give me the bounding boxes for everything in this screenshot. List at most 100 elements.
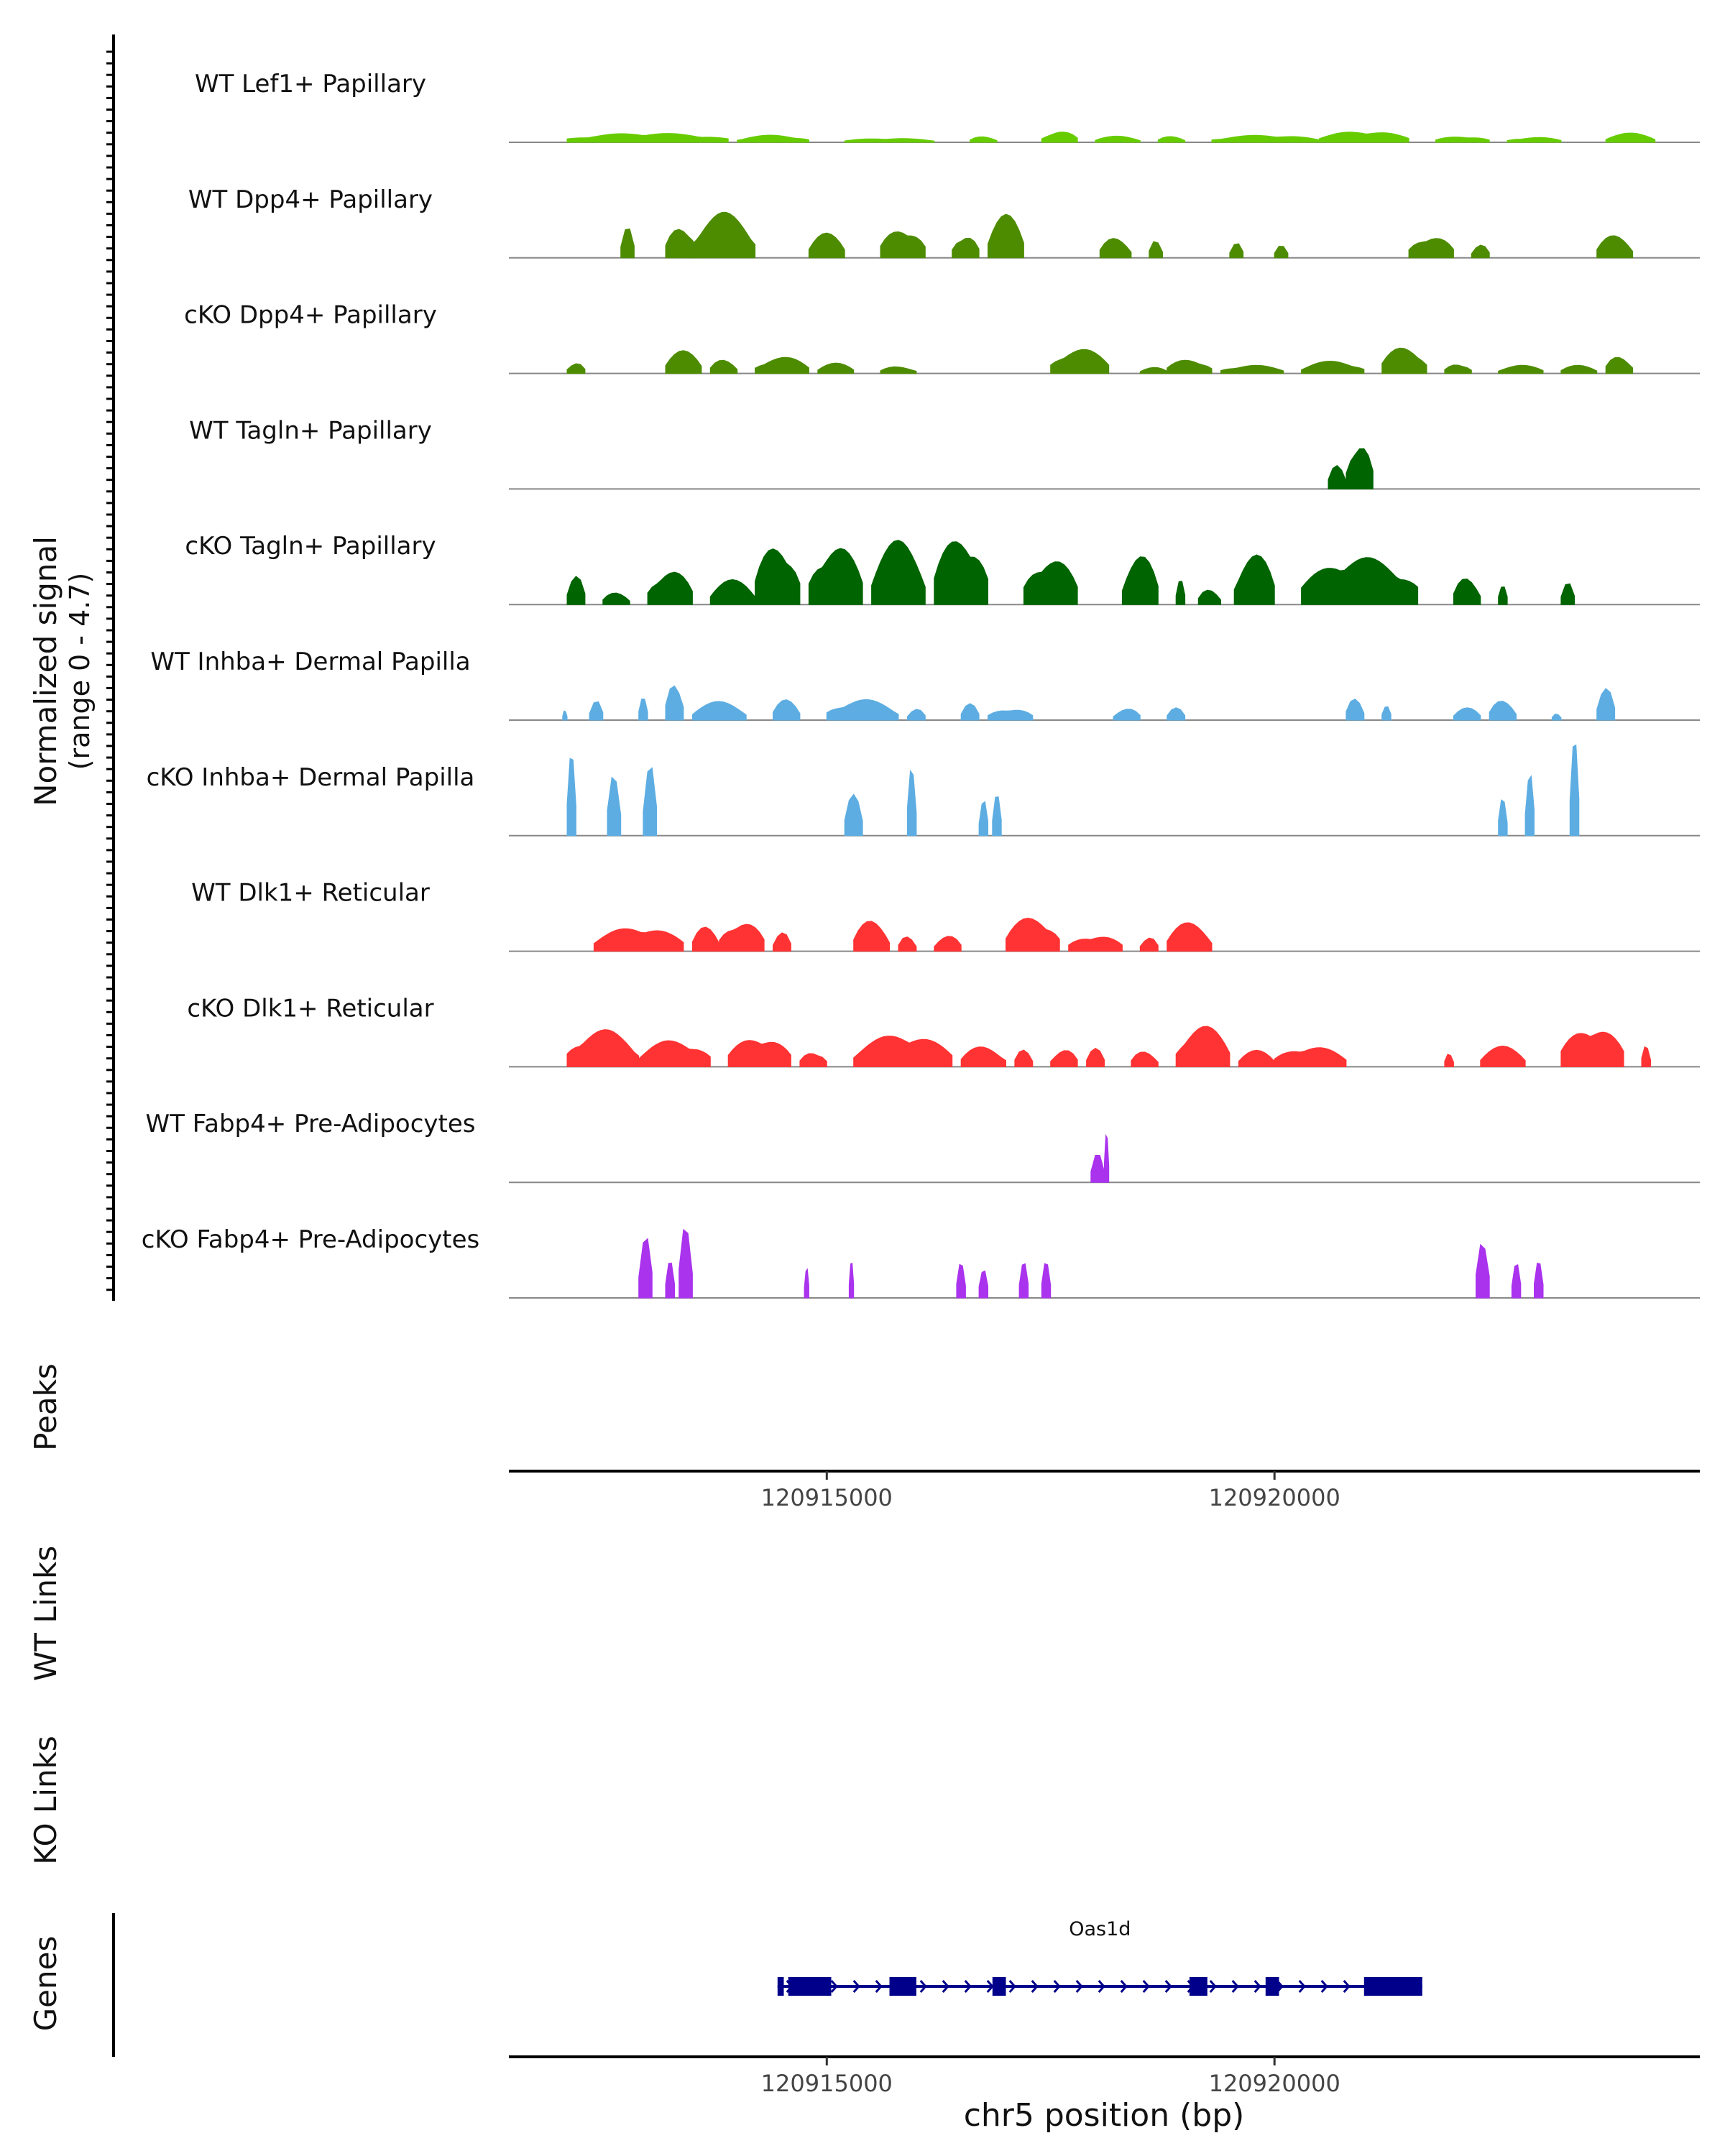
- coverage-peak: [952, 237, 980, 259]
- coverage-peak: [665, 350, 702, 374]
- coverage-peak: [1090, 1155, 1105, 1183]
- coverage-peak: [880, 366, 917, 374]
- coverage-peak: [1167, 359, 1213, 374]
- coverage-peak: [1346, 448, 1374, 489]
- coverage-peak: [1596, 235, 1634, 259]
- strand-arrow: [919, 1980, 927, 1993]
- coverage-peak: [808, 548, 863, 605]
- y-axis-label: Normalized signal: [28, 536, 63, 806]
- coverage-peak: [956, 1263, 966, 1299]
- x-tick-label: 120915000: [761, 1484, 893, 1511]
- coverage-peak: [848, 1262, 855, 1299]
- strand-arrow: [1254, 1980, 1261, 1993]
- coverage-peak: [1560, 364, 1598, 374]
- coverage-peak: [709, 359, 738, 374]
- coverage-peak: [1476, 1243, 1490, 1299]
- coverage-peak: [1274, 246, 1289, 259]
- coverage-peak: [589, 701, 604, 721]
- coverage-peak: [898, 936, 917, 952]
- coverage-peak: [1167, 922, 1213, 952]
- track: WT Dlk1+ Reticular: [191, 879, 1700, 952]
- coverage-peak: [1498, 586, 1508, 605]
- coverage-peak: [638, 1238, 653, 1299]
- coverage-peak: [1099, 238, 1132, 259]
- peaks-panel-label: Peaks: [28, 1363, 63, 1451]
- coverage-peak: [1506, 137, 1562, 143]
- gene-exon: [777, 1977, 784, 1996]
- gene-exon: [1363, 1977, 1422, 1996]
- coverage-peak: [1319, 132, 1409, 143]
- coverage-peak: [620, 229, 635, 259]
- track-label: cKO Tagln+ Papillary: [185, 532, 436, 561]
- coverage-peak: [1157, 136, 1186, 143]
- coverage-peak: [1131, 1051, 1159, 1067]
- coverage-peak: [665, 685, 684, 721]
- coverage-peak: [1480, 1045, 1526, 1067]
- coverage-peak: [1014, 1049, 1034, 1067]
- coverage-peak: [934, 541, 988, 605]
- coverage-peak: [970, 136, 998, 143]
- coverage-peak: [1023, 561, 1078, 605]
- coverage-peak: [709, 579, 756, 605]
- coverage-peak: [1641, 1046, 1651, 1067]
- track: cKO Tagln+ Papillary: [185, 532, 1700, 606]
- coverage-peak: [566, 1029, 640, 1067]
- strand-arrow: [986, 1980, 994, 1993]
- coverage-peak: [1381, 347, 1427, 374]
- coverage-peak: [853, 921, 890, 952]
- y-axis-ticks: [106, 50, 114, 1291]
- coverage-peak: [1444, 364, 1472, 374]
- coverage-peak: [1041, 1263, 1052, 1299]
- coverage-peak: [593, 928, 684, 952]
- track-label: cKO Fabp4+ Pre-Adipocytes: [142, 1225, 480, 1254]
- coverage-peak: [1381, 706, 1392, 721]
- coverage-peak: [1274, 1047, 1347, 1067]
- coverage-peak: [678, 1228, 693, 1299]
- coverage-peak: [1238, 1049, 1275, 1067]
- x-tick-label: 120920000: [1209, 2070, 1340, 2097]
- track-label: WT Inhba+ Dermal Papilla: [150, 648, 470, 676]
- coverage-peak: [719, 923, 765, 952]
- coverage-peak: [826, 699, 899, 721]
- coverage-peak: [1175, 1026, 1230, 1067]
- coverage-peak: [773, 932, 791, 952]
- coverage-peak: [1551, 713, 1562, 721]
- coverage-peak: [1167, 707, 1186, 721]
- coverage-peak: [871, 540, 926, 605]
- x-tick-label: 120915000: [761, 2070, 893, 2097]
- track: WT Lef1+ Papillary: [195, 70, 1700, 143]
- coverage-peak: [799, 1053, 827, 1067]
- coverage-peak: [1328, 465, 1347, 489]
- coverage-peak: [566, 757, 576, 837]
- gene-exon: [1189, 1977, 1208, 1996]
- coverage-peak: [691, 211, 756, 259]
- gene-exon: [889, 1977, 916, 1996]
- track: cKO Dlk1+ Reticular: [187, 994, 1700, 1068]
- coverage-peak: [804, 1268, 809, 1299]
- coverage-peak: [647, 571, 693, 605]
- track-label: WT Dpp4+ Papillary: [188, 185, 433, 214]
- strand-arrow: [1209, 1980, 1217, 1993]
- coverage-peak: [1560, 1031, 1624, 1067]
- coverage-peak: [566, 363, 586, 374]
- strand-arrow: [1343, 1980, 1351, 1993]
- track: WT Tagln+ Papillary: [189, 416, 1700, 490]
- coverage-peak: [1095, 135, 1141, 143]
- coverage-peak: [602, 592, 630, 605]
- coverage-peak: [1453, 579, 1481, 605]
- coverage-peak: [1301, 360, 1365, 374]
- track-label: cKO Dlk1+ Reticular: [187, 994, 433, 1023]
- coverage-peak: [1229, 243, 1244, 259]
- coverage-peak: [1498, 799, 1508, 837]
- coverage-peak: [1301, 557, 1419, 605]
- coverage-peak: [1605, 132, 1656, 143]
- gene-exon: [788, 1977, 832, 1996]
- track-label: WT Fabp4+ Pre-Adipocytes: [146, 1110, 476, 1138]
- genes-panel-label: Genes: [28, 1936, 63, 2032]
- coverage-peak: [1086, 1048, 1105, 1067]
- coverage-peak: [960, 703, 980, 721]
- coverage-peak: [755, 356, 809, 374]
- coverage-peak: [1534, 1262, 1544, 1299]
- track-label: cKO Inhba+ Dermal Papilla: [147, 763, 475, 792]
